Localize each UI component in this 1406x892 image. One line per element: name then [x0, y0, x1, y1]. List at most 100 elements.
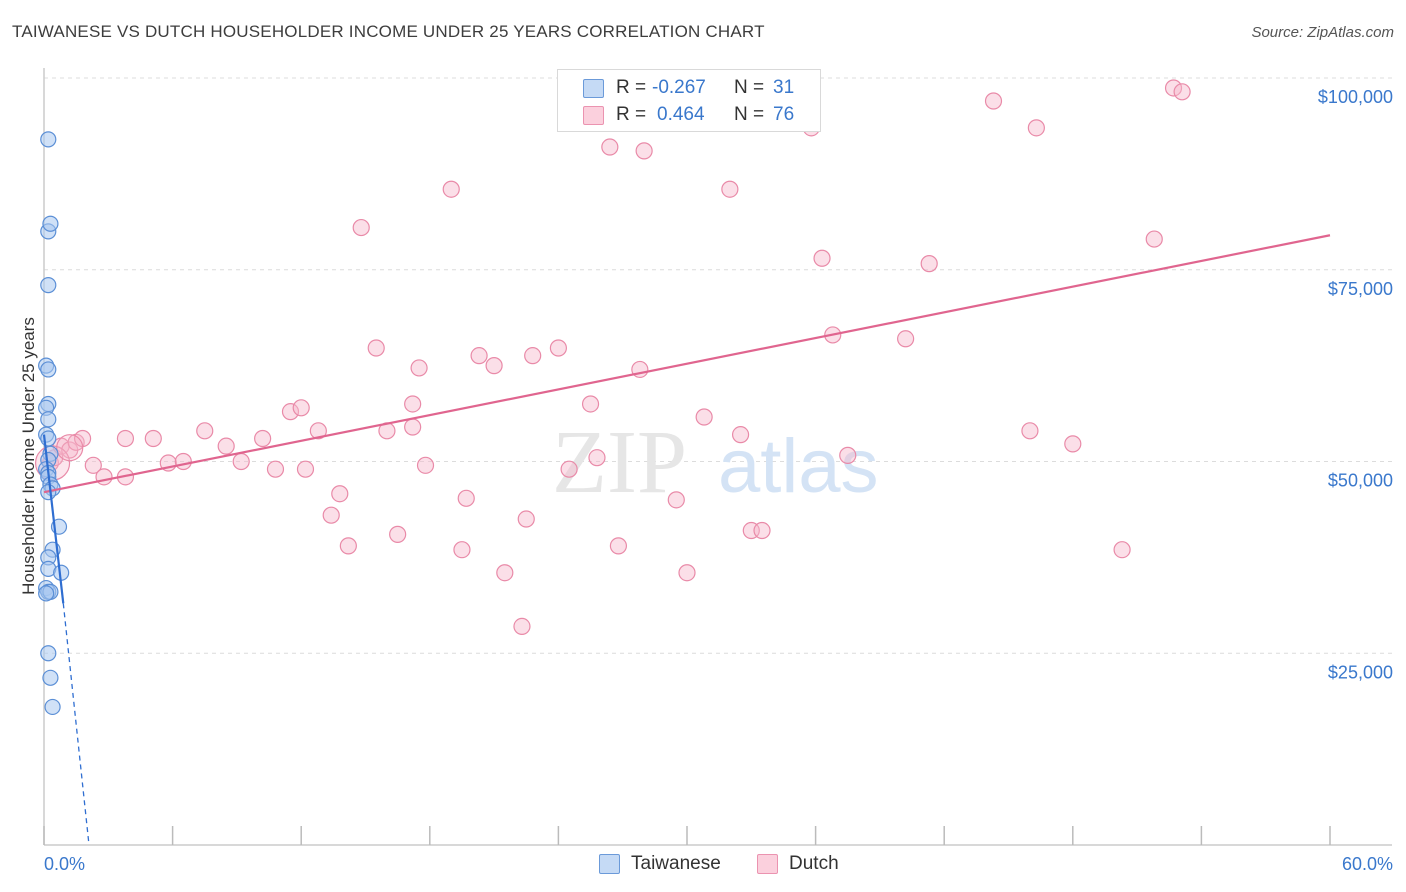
dutch-point: [470, 347, 488, 365]
taiwanese-point: [40, 430, 57, 447]
taiwanese-point: [40, 131, 57, 148]
legend-n-label: N =: [734, 104, 765, 125]
dutch-point: [404, 418, 422, 436]
legend-r-label: R =: [616, 104, 647, 125]
dutch-point: [196, 422, 214, 440]
dutch-trend-line: [43, 234, 1331, 494]
dutch-point: [1064, 435, 1082, 453]
dutch-swatch: [583, 106, 604, 125]
dutch-point: [1145, 230, 1163, 248]
dutch-point: [56, 434, 84, 462]
y-tick-labels: $25,000 $50,000 $75,000 $100,000: [1318, 87, 1393, 682]
watermark-atlas: atlas: [718, 424, 879, 509]
chart-title: TAIWANESE VS DUTCH HOUSEHOLDER INCOME UN…: [12, 22, 765, 41]
dutch-point: [560, 460, 578, 478]
taiwanese-point: [44, 698, 61, 716]
dutch-point: [721, 180, 739, 198]
y-tick-label: $75,000: [1328, 279, 1393, 299]
taiwanese-swatch: [583, 79, 604, 98]
dutch-point: [635, 142, 653, 160]
taiwanese-point: [40, 276, 57, 294]
legend-row-taiwanese: R = -0.267 N = 31: [558, 75, 820, 101]
dutch-point: [588, 449, 606, 467]
dutch-point: [442, 180, 460, 198]
dutch-point: [753, 521, 771, 540]
x-tick-labels: 0.0% 60.0%: [44, 854, 1393, 874]
dutch-point: [144, 429, 162, 448]
taiwanese-trend-line: [42, 434, 65, 604]
dutch-point: [839, 446, 857, 464]
dutch-point: [984, 92, 1003, 110]
dutch-point: [1027, 119, 1045, 137]
source-credit: Source: ZipAtlas.com: [1251, 24, 1394, 41]
dutch-point: [232, 452, 250, 471]
dutch-point: [174, 452, 192, 471]
dutch-point: [217, 437, 235, 455]
dutch-point: [517, 510, 535, 528]
dutch-point: [496, 564, 514, 582]
taiwanese-series: [38, 131, 70, 716]
dutch-swatch: [757, 854, 778, 874]
taiwanese-swatch: [599, 854, 620, 874]
dutch-point: [695, 408, 713, 426]
taiwanese-point: [38, 585, 55, 602]
dutch-point: [254, 429, 272, 448]
taiwanese-legend-label: Taiwanese: [631, 853, 721, 874]
dutch-point: [1021, 422, 1039, 440]
dutch-point: [404, 395, 422, 413]
taiwanese-point: [40, 361, 57, 378]
dutch-point: [897, 330, 915, 348]
dutch-point: [609, 537, 628, 555]
dutch-point: [339, 537, 357, 555]
dutch-point: [457, 489, 475, 507]
correlation-legend: R = -0.267 N = 31 R = 0.464 N = 76: [557, 69, 821, 132]
taiwanese-point: [42, 215, 59, 232]
dutch-point: [322, 506, 340, 524]
taiwanese-n-value: 31: [773, 77, 795, 98]
grid-lines: [44, 77, 1392, 654]
dutch-point: [813, 249, 831, 267]
taiwanese-point: [42, 669, 59, 686]
trend-lines: [42, 234, 1331, 846]
dutch-point: [389, 525, 407, 543]
dutch-point: [667, 491, 685, 509]
dutch-point: [485, 357, 503, 375]
dutch-point: [731, 426, 750, 444]
dutch-point: [367, 339, 385, 357]
dutch-point: [1164, 79, 1183, 97]
legend-n-label: N =: [734, 77, 765, 98]
dutch-point: [453, 541, 471, 559]
dutch-point: [920, 255, 938, 273]
dutch-point: [331, 485, 349, 503]
dutch-point: [601, 138, 619, 156]
dutch-point: [281, 403, 300, 421]
y-tick-label: $100,000: [1318, 87, 1393, 107]
dutch-series: [34, 69, 1191, 636]
watermark: ZIP atlas: [552, 413, 879, 512]
dutch-point: [549, 339, 568, 357]
dutch-point: [266, 460, 285, 478]
dutch-n-value: 76: [773, 104, 795, 125]
dutch-legend-label: Dutch: [789, 853, 839, 874]
dutch-point: [581, 395, 600, 413]
y-tick-label: $25,000: [1328, 662, 1393, 682]
dutch-point: [678, 564, 696, 582]
dutch-point: [116, 429, 135, 448]
dutch-point: [309, 422, 327, 440]
dutch-point: [524, 347, 542, 365]
dutch-point: [292, 399, 310, 417]
dutch-point: [95, 468, 113, 486]
dutch-point: [84, 456, 102, 474]
y-tick-label: $50,000: [1328, 471, 1393, 491]
taiwanese-r-value: -0.267: [652, 77, 706, 98]
taiwanese-point: [40, 411, 57, 428]
dutch-r-value: 0.464: [657, 104, 705, 125]
dutch-point: [416, 456, 435, 474]
dutch-point: [1113, 541, 1131, 559]
taiwanese-trend-extension: [62, 603, 90, 846]
dutch-point: [296, 460, 315, 478]
dutch-point: [410, 359, 428, 377]
dutch-point: [352, 218, 370, 237]
dutch-point: [1173, 83, 1191, 101]
x-tick-label-min: 0.0%: [44, 854, 85, 874]
